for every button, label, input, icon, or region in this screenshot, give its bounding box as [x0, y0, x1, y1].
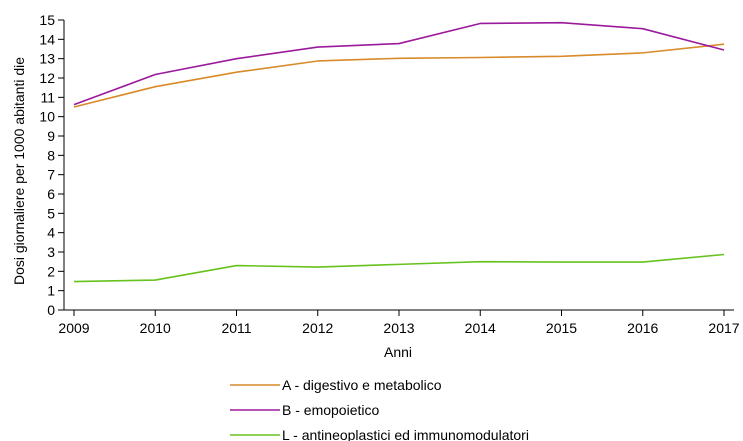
y-tick-label: 9 — [47, 128, 55, 144]
x-axis-title: Anni — [384, 344, 412, 360]
y-tick-label: 8 — [47, 147, 55, 163]
x-tick-label: 2013 — [383, 320, 414, 336]
y-tick-label: 13 — [39, 51, 55, 67]
legend-label-2: B - emopoietico — [282, 402, 379, 418]
x-axis: 2009 2010 2011 2012 2013 2014 2015 2016 2017 — [58, 309, 740, 336]
y-tick-label: 14 — [39, 31, 55, 47]
x-tick-label: 2017 — [708, 320, 739, 336]
legend-label-3: L - antineoplastici ed immunomodulatori — [282, 427, 529, 441]
y-tick-label: 5 — [47, 205, 55, 221]
x-tick-label: 2009 — [58, 320, 89, 336]
y-tick-label: 12 — [39, 70, 55, 86]
y-tick-label: 3 — [47, 244, 55, 260]
x-tick-label: 2011 — [221, 320, 251, 336]
y-tick-label: 0 — [47, 302, 55, 318]
y-tick-label: 7 — [47, 167, 55, 183]
y-tick-label: 2 — [47, 263, 55, 279]
series-line-1 — [73, 43, 725, 108]
y-tick-label: 15 — [39, 12, 55, 28]
series-line-2 — [73, 21, 725, 106]
y-tick-label: 11 — [40, 89, 55, 105]
y-axis-title: Dosi giornaliere per 1000 abitanti die — [11, 57, 27, 285]
x-tick-label: 2014 — [465, 320, 496, 336]
x-tick-label: 2010 — [140, 320, 171, 336]
y-tick-label: 1 — [47, 283, 55, 299]
series-line-3 — [73, 253, 725, 283]
x-tick-label: 2016 — [627, 320, 658, 336]
y-tick-label: 6 — [47, 186, 55, 202]
y-tick-label: 4 — [47, 225, 55, 241]
x-tick-label: 2012 — [302, 320, 333, 336]
legend-label-1: A - digestivo e metabolico — [282, 377, 442, 393]
x-tick-label: 2015 — [546, 320, 577, 336]
y-tick-label: 10 — [39, 109, 55, 125]
legend: A - digestivo e metabolico B - emopoietic… — [230, 377, 529, 441]
series-lines — [73, 21, 725, 283]
